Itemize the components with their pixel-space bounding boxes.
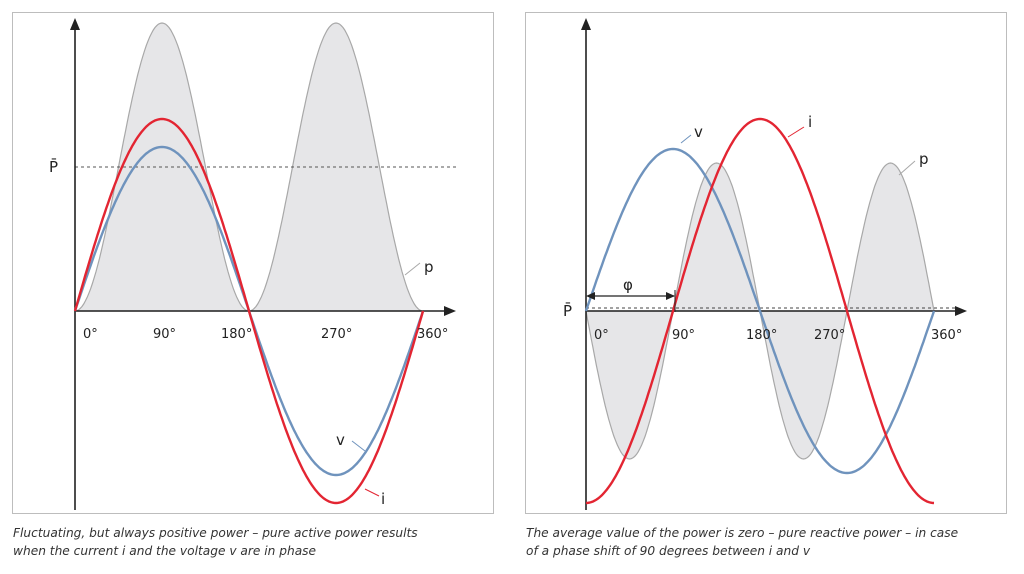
avg-power-label: P̄ — [49, 157, 58, 176]
caption-line: Fluctuating, but always positive power –… — [13, 526, 418, 540]
phi-arrow-left-head — [586, 292, 595, 300]
tick-label-90: 90° — [672, 328, 695, 343]
tick-label-180: 180° — [746, 328, 777, 343]
phi-label: φ — [623, 276, 633, 294]
v-label-leader — [351, 440, 366, 452]
tick-label-270: 270° — [814, 328, 845, 343]
diagram-in-phase: P̄ 0° 90° 180° 270° 360° v i p — [12, 12, 494, 514]
p-label: p — [919, 150, 929, 168]
diagram-phase-shift-svg: P̄ φ 0° 90° 180° 270° 360° v i p — [563, 18, 967, 510]
i-label-leader — [787, 126, 805, 138]
tick-label-0: 0° — [83, 327, 98, 342]
caption-phase-shift: The average value of the power is zero –… — [526, 524, 1016, 560]
i-label-leader — [364, 488, 380, 497]
tick-label-360: 360° — [931, 328, 962, 343]
diagram-phase-shift: P̄ φ 0° 90° 180° 270° 360° v i p — [525, 12, 1007, 514]
x-axis-arrow — [444, 306, 456, 316]
x-axis-arrow — [955, 306, 967, 316]
caption-in-phase: Fluctuating, but always positive power –… — [13, 524, 503, 560]
diagram-in-phase-svg: P̄ 0° 90° 180° 270° 360° v i p — [49, 18, 456, 510]
current-curve — [73, 117, 425, 505]
p-label: p — [424, 258, 434, 276]
y-axis-arrow — [581, 18, 591, 30]
tick-label-360: 360° — [417, 327, 448, 342]
p-label-leader — [404, 262, 421, 276]
avg-power-label: P̄ — [563, 301, 572, 320]
i-label: i — [808, 113, 812, 131]
y-axis-arrow — [70, 18, 80, 30]
v-label: v — [336, 431, 345, 449]
phi-arrow-right-head — [666, 292, 675, 300]
caption-line: The average value of the power is zero –… — [526, 526, 959, 540]
caption-line: when the current i and the voltage v are… — [13, 544, 317, 558]
i-label: i — [381, 490, 385, 508]
v-label-leader — [680, 134, 692, 144]
p-label-leader — [898, 160, 916, 176]
tick-label-90: 90° — [153, 327, 176, 342]
current-curve — [585, 117, 935, 505]
tick-label-0: 0° — [594, 328, 609, 343]
tick-label-270: 270° — [321, 327, 352, 342]
v-label: v — [694, 123, 703, 141]
voltage-curve — [584, 147, 936, 475]
caption-line: of a phase shift of 90 degrees between i… — [526, 544, 811, 558]
tick-label-180: 180° — [221, 327, 252, 342]
